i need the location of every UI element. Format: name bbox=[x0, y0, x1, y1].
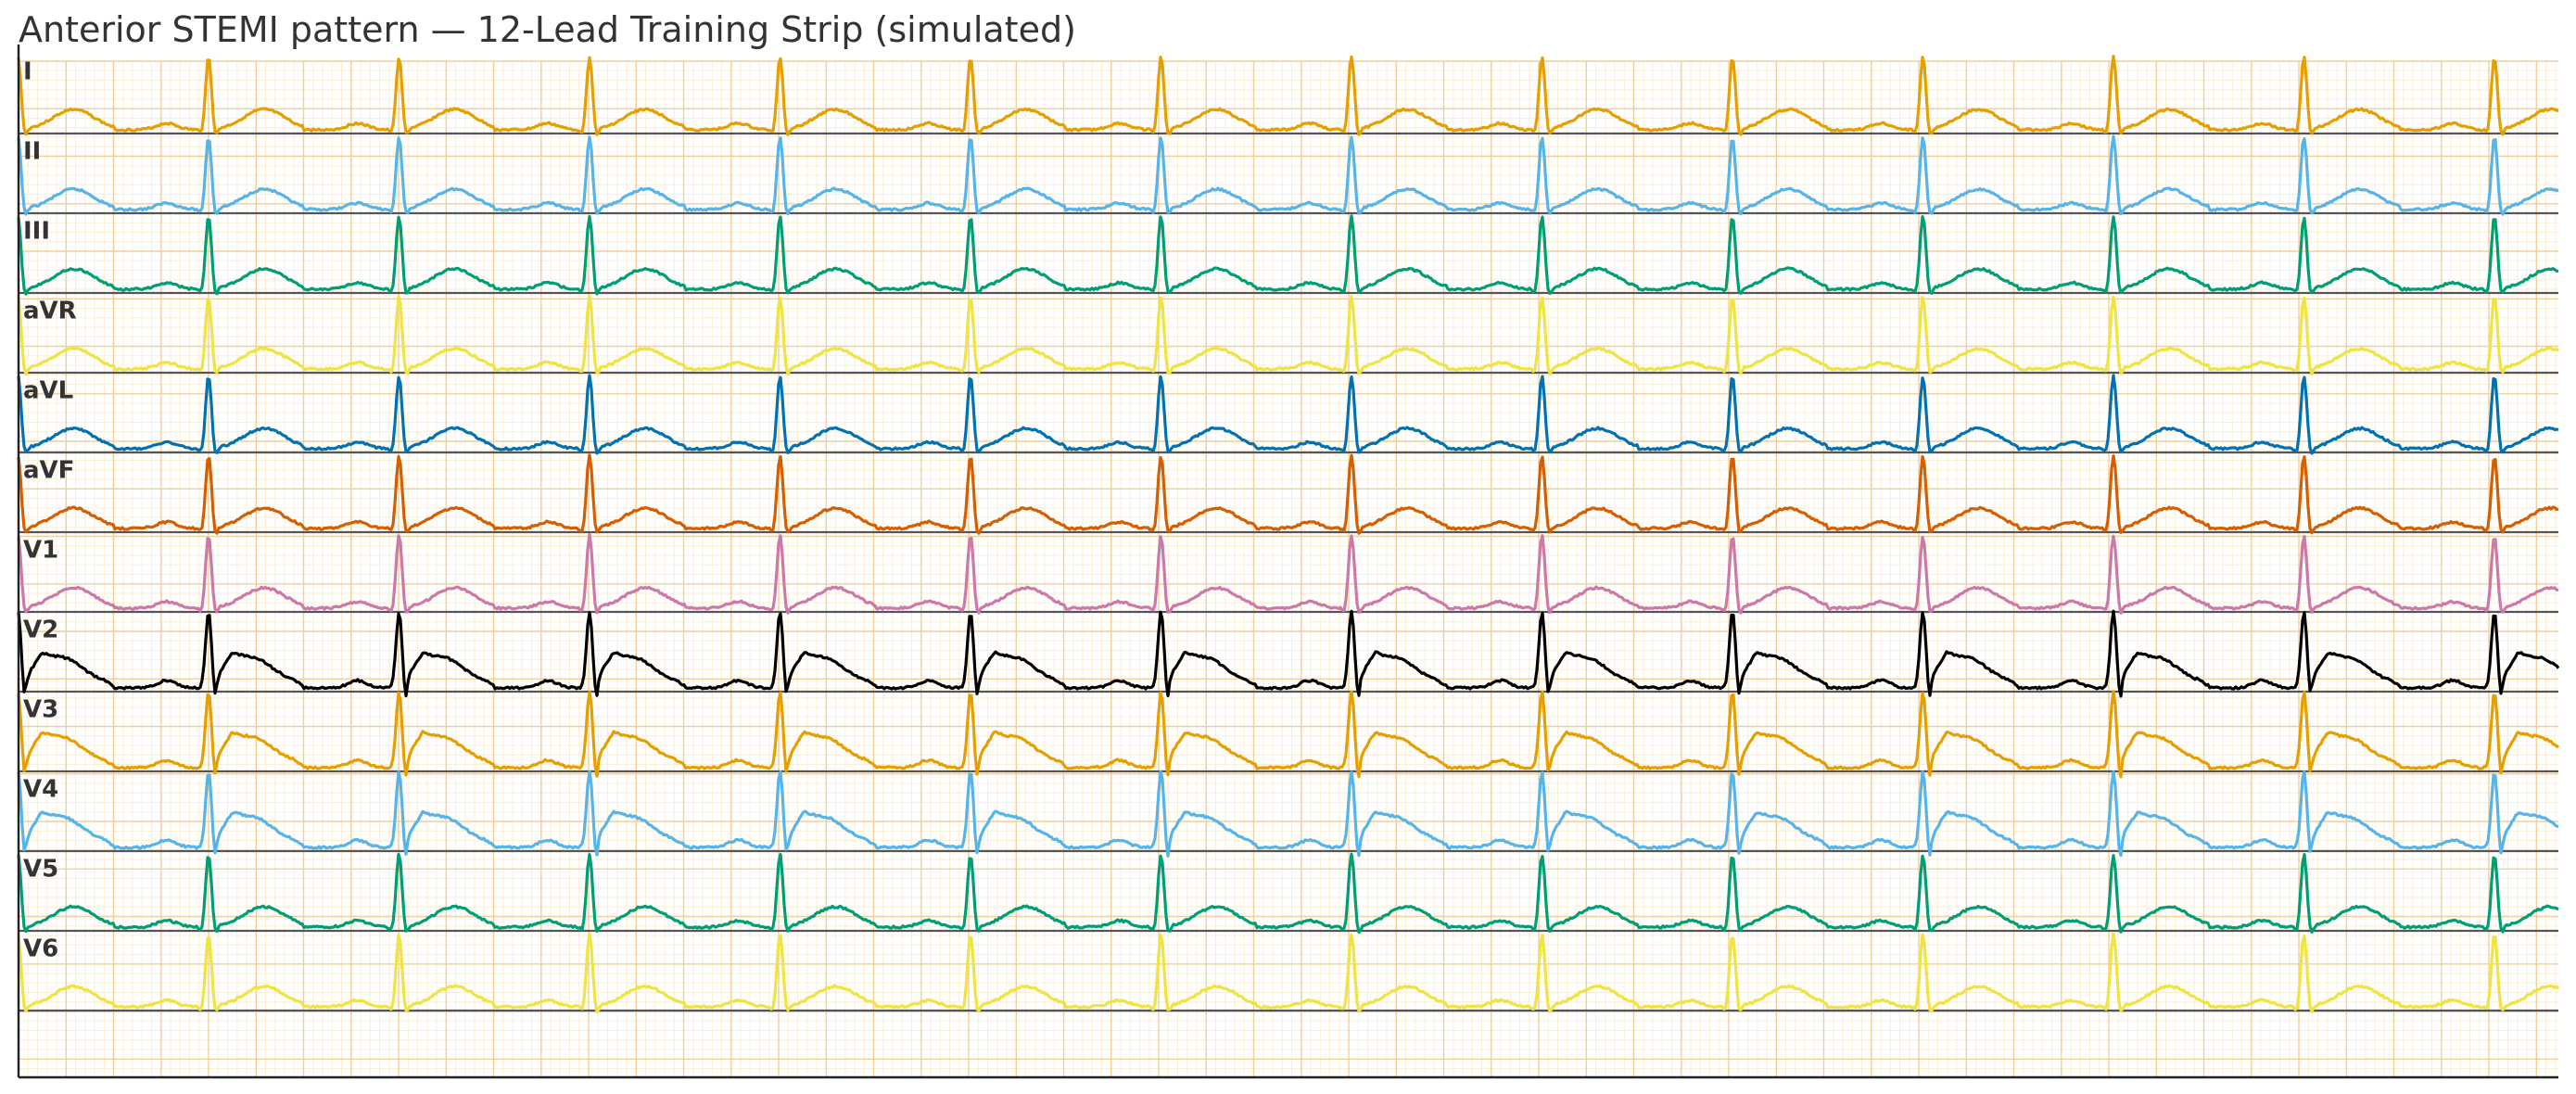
chart-title: Anterior STEMI pattern — 12-Lead Trainin… bbox=[19, 9, 1076, 50]
lead-trace-I bbox=[17, 55, 2559, 136]
lead-trace-III bbox=[17, 214, 2559, 296]
lead-label: V1 bbox=[23, 536, 58, 564]
lead-label: aVR bbox=[23, 297, 77, 324]
lead-trace-aVR bbox=[17, 294, 2559, 375]
lead-label: III bbox=[23, 217, 50, 245]
lead-label: V4 bbox=[23, 775, 58, 803]
lead-trace-aVL bbox=[17, 374, 2559, 455]
lead-label: V6 bbox=[23, 935, 58, 962]
lead-trace-V5 bbox=[17, 852, 2559, 935]
lead-label: V2 bbox=[23, 616, 58, 643]
lead-label: aVL bbox=[23, 376, 73, 404]
lead-trace-II bbox=[17, 134, 2559, 216]
lead-trace-V6 bbox=[17, 932, 2560, 1013]
lead-label: II bbox=[23, 137, 41, 165]
lead-label: I bbox=[23, 57, 32, 85]
lead-trace-V2 bbox=[17, 609, 2560, 698]
lead-trace-V3 bbox=[17, 690, 2560, 779]
grid-minor bbox=[19, 61, 2558, 1077]
lead-label: V5 bbox=[23, 855, 58, 883]
lead-trace-aVF bbox=[17, 453, 2559, 535]
lead-label: aVF bbox=[23, 456, 74, 484]
lead-label: V3 bbox=[23, 695, 58, 723]
lead-trace-V4 bbox=[17, 770, 2559, 858]
lead-trace-V1 bbox=[17, 533, 2559, 615]
